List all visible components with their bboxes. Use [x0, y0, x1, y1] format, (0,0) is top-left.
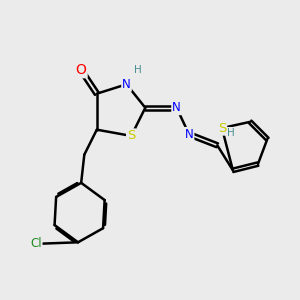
Text: O: O — [76, 63, 87, 77]
Text: S: S — [218, 122, 226, 135]
Text: N: N — [172, 101, 181, 114]
Text: N: N — [185, 128, 194, 141]
Text: H: H — [134, 65, 141, 75]
Text: S: S — [127, 129, 135, 142]
Text: H: H — [227, 128, 235, 138]
Text: N: N — [122, 78, 131, 91]
Text: Cl: Cl — [30, 237, 42, 250]
